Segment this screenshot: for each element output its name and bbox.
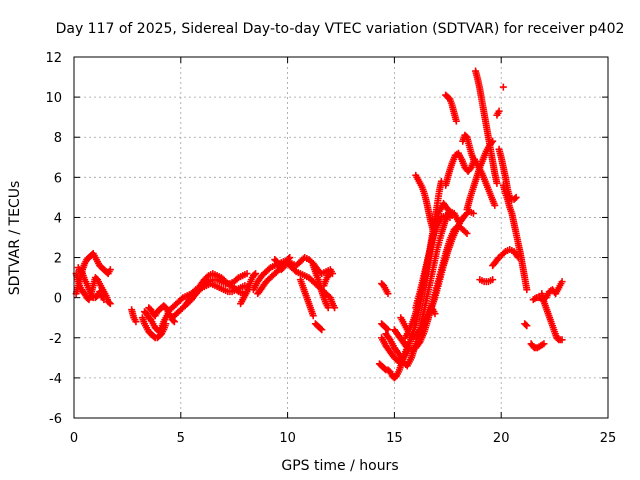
data-point bbox=[452, 117, 460, 125]
data-point bbox=[309, 312, 317, 320]
x-tick-label: 20 bbox=[493, 431, 510, 446]
data-point bbox=[106, 266, 114, 274]
grid-lines bbox=[74, 57, 608, 418]
data-point bbox=[250, 271, 258, 279]
data-point bbox=[106, 300, 114, 308]
data-point bbox=[203, 273, 211, 281]
data-point bbox=[493, 179, 501, 187]
data-point bbox=[558, 336, 566, 344]
data-point bbox=[429, 225, 437, 233]
data-point bbox=[491, 201, 499, 209]
data-point bbox=[317, 325, 325, 333]
data-point bbox=[191, 291, 199, 299]
data-point bbox=[463, 229, 471, 237]
data-point bbox=[514, 254, 522, 262]
data-point bbox=[286, 254, 294, 262]
data-point bbox=[243, 270, 251, 278]
data-points bbox=[72, 67, 566, 382]
data-point bbox=[513, 252, 521, 260]
y-axis-ticks: -6 -4 -2 0 2 4 6 8 10 12 bbox=[45, 51, 608, 427]
data-point bbox=[318, 326, 326, 334]
y-tick-label: 2 bbox=[54, 252, 62, 267]
data-point bbox=[233, 275, 241, 283]
data-point bbox=[285, 255, 293, 263]
y-tick-label: 4 bbox=[54, 211, 62, 226]
x-tick-label: 5 bbox=[177, 431, 185, 446]
chart-title: Day 117 of 2025, Sidereal Day-to-day VTE… bbox=[56, 21, 625, 37]
plot-frame bbox=[73, 56, 609, 419]
data-point bbox=[558, 278, 566, 286]
x-axis-ticks: 0 5 10 15 20 25 bbox=[70, 57, 616, 446]
data-point bbox=[540, 340, 548, 348]
data-point bbox=[100, 296, 108, 304]
data-point bbox=[523, 286, 531, 294]
y-tick-label: 0 bbox=[54, 292, 62, 307]
data-point bbox=[252, 270, 260, 278]
data-point bbox=[324, 304, 332, 312]
data-point bbox=[462, 228, 470, 236]
data-point bbox=[511, 194, 519, 202]
y-tick-label: -4 bbox=[49, 372, 62, 387]
x-tick-label: 0 bbox=[70, 431, 78, 446]
data-point bbox=[499, 83, 507, 91]
y-axis-label: SDTVAR / TECUs bbox=[7, 181, 23, 296]
y-tick-label: -2 bbox=[49, 332, 62, 347]
data-point bbox=[415, 339, 423, 347]
data-point bbox=[512, 193, 520, 201]
data-point bbox=[384, 290, 392, 298]
data-point bbox=[417, 325, 425, 333]
data-point bbox=[523, 322, 531, 330]
data-point bbox=[500, 249, 508, 257]
data-point bbox=[431, 310, 439, 318]
data-point bbox=[381, 365, 389, 373]
data-point bbox=[489, 276, 497, 284]
data-point bbox=[105, 299, 113, 307]
data-point bbox=[394, 348, 402, 356]
x-tick-label: 10 bbox=[279, 431, 296, 446]
x-axis-label: GPS time / hours bbox=[281, 458, 398, 474]
data-point bbox=[178, 295, 186, 303]
data-point bbox=[233, 286, 241, 294]
data-point bbox=[384, 326, 392, 334]
data-point bbox=[385, 334, 393, 342]
data-point bbox=[469, 209, 477, 217]
data-point bbox=[225, 280, 233, 288]
data-point bbox=[326, 270, 334, 278]
data-point bbox=[495, 107, 503, 115]
y-tick-label: 8 bbox=[54, 131, 62, 146]
y-tick-label: -6 bbox=[49, 412, 62, 427]
x-tick-label: 15 bbox=[386, 431, 403, 446]
data-point bbox=[494, 255, 502, 263]
data-point bbox=[291, 266, 299, 274]
y-tick-label: 6 bbox=[54, 171, 62, 186]
data-point bbox=[265, 265, 273, 273]
data-point bbox=[383, 325, 391, 333]
data-point bbox=[325, 271, 333, 279]
y-tick-label: 12 bbox=[45, 51, 62, 66]
x-tick-label: 25 bbox=[600, 431, 617, 446]
data-point bbox=[522, 321, 530, 329]
data-point bbox=[132, 318, 140, 326]
data-point bbox=[331, 304, 339, 312]
y-tick-label: 10 bbox=[45, 91, 62, 106]
data-point bbox=[446, 213, 454, 221]
